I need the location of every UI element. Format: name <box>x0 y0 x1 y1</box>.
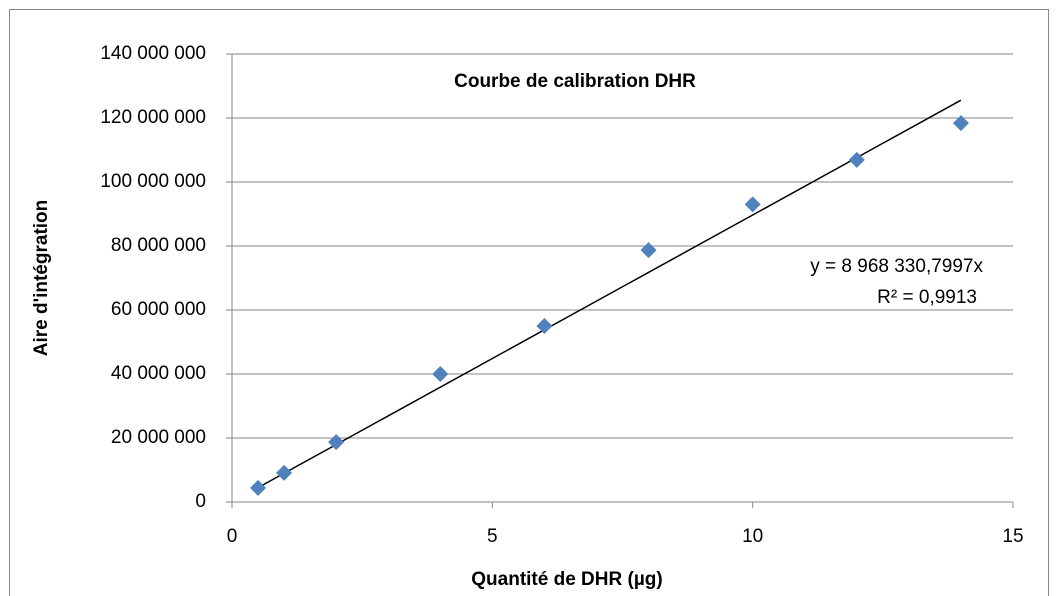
data-point <box>952 115 969 132</box>
data-point <box>536 318 553 334</box>
data-point <box>432 366 449 382</box>
y-axis-title: Aire d'intégration <box>31 200 52 357</box>
data-point <box>250 479 267 496</box>
data-point <box>276 464 293 481</box>
y-tick-label: 60 000 000 <box>111 299 206 320</box>
data-point <box>744 196 761 213</box>
x-axis-title: Quantité de DHR (µg) <box>471 569 662 590</box>
x-tick-label: 15 <box>1002 526 1023 547</box>
data-point <box>640 242 657 259</box>
trendline-equation: y = 8 968 330,7997x <box>810 256 983 277</box>
x-tick-label: 5 <box>487 526 498 547</box>
data-point <box>848 151 865 168</box>
x-tick-label: 0 <box>227 526 238 547</box>
y-tick-label: 100 000 000 <box>100 171 206 192</box>
trendline-r2: R² = 0,9913 <box>877 287 977 308</box>
y-tick-label: 0 <box>195 491 206 512</box>
x-tick-label: 10 <box>742 526 763 547</box>
y-tick-label: 120 000 000 <box>100 107 206 128</box>
y-tick-label: 20 000 000 <box>111 427 206 448</box>
chart-frame <box>9 9 1049 596</box>
data-point <box>328 434 345 451</box>
y-tick-label: 80 000 000 <box>111 235 206 256</box>
y-tick-label: 140 000 000 <box>100 43 206 64</box>
y-tick-label: 40 000 000 <box>111 363 206 384</box>
chart-title: Courbe de calibration DHR <box>454 71 696 92</box>
trendline <box>257 99 962 489</box>
